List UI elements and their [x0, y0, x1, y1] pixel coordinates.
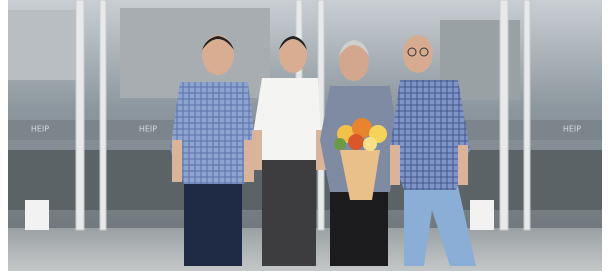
sign: HEIP [31, 125, 49, 134]
sign: HEIP [563, 125, 581, 134]
page: HEIP HEIP HEIP (() => { const data = JSO… [0, 0, 608, 271]
sign: HEIP [139, 125, 157, 134]
photo: HEIP HEIP HEIP [0, 0, 608, 271]
